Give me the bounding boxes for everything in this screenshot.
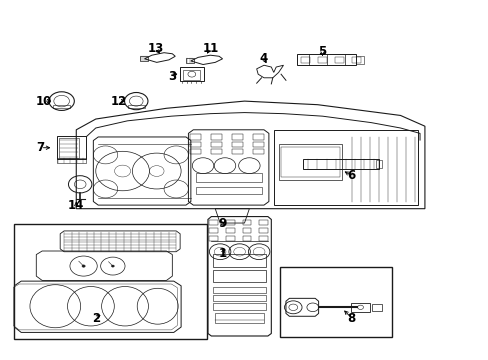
Bar bbox=[212, 270, 266, 282]
Bar bbox=[334, 57, 343, 63]
Bar bbox=[242, 236, 251, 241]
Text: 1: 1 bbox=[218, 247, 226, 260]
Bar bbox=[225, 220, 234, 225]
Bar bbox=[53, 105, 70, 108]
Bar bbox=[375, 160, 381, 168]
Bar bbox=[253, 134, 264, 140]
Text: 2: 2 bbox=[92, 311, 100, 325]
Text: 8: 8 bbox=[347, 311, 355, 325]
Bar bbox=[128, 105, 144, 108]
Bar bbox=[232, 149, 243, 154]
Bar bbox=[351, 57, 360, 63]
Bar bbox=[225, 236, 234, 241]
Text: 9: 9 bbox=[218, 217, 226, 230]
Bar bbox=[189, 149, 200, 154]
Bar bbox=[57, 136, 86, 159]
Bar bbox=[297, 54, 355, 65]
Bar bbox=[303, 159, 378, 169]
Text: 5: 5 bbox=[318, 45, 326, 58]
Bar bbox=[281, 147, 339, 177]
Bar bbox=[232, 141, 243, 147]
Bar bbox=[211, 141, 221, 147]
Bar bbox=[209, 228, 218, 233]
Bar bbox=[209, 220, 218, 225]
Bar bbox=[57, 158, 86, 163]
Bar bbox=[242, 220, 251, 225]
Bar bbox=[59, 138, 79, 158]
Text: 11: 11 bbox=[202, 41, 218, 54]
Bar bbox=[209, 236, 218, 241]
Bar bbox=[212, 295, 266, 301]
Bar bbox=[279, 267, 391, 337]
Bar bbox=[183, 69, 200, 80]
Bar bbox=[195, 173, 261, 182]
Bar bbox=[253, 141, 264, 147]
Text: 3: 3 bbox=[168, 69, 176, 82]
Bar bbox=[189, 134, 200, 140]
Bar bbox=[371, 304, 381, 311]
Text: 12: 12 bbox=[110, 95, 126, 108]
Text: 7: 7 bbox=[37, 141, 44, 154]
Bar bbox=[185, 58, 193, 63]
Text: 4: 4 bbox=[259, 52, 267, 65]
Bar bbox=[140, 56, 148, 61]
Bar bbox=[211, 134, 221, 140]
Bar bbox=[211, 149, 221, 154]
Bar bbox=[301, 57, 309, 63]
Bar bbox=[350, 303, 369, 312]
Bar bbox=[259, 228, 267, 233]
Text: 14: 14 bbox=[68, 199, 84, 212]
Bar bbox=[212, 303, 266, 310]
Bar bbox=[317, 57, 326, 63]
Bar bbox=[278, 144, 341, 180]
Bar bbox=[259, 220, 267, 225]
Bar bbox=[195, 187, 261, 194]
Bar bbox=[225, 228, 234, 233]
Text: 6: 6 bbox=[347, 169, 355, 182]
Bar bbox=[212, 287, 266, 293]
Bar bbox=[212, 254, 266, 267]
Circle shape bbox=[111, 265, 114, 267]
Bar bbox=[253, 149, 264, 154]
Bar bbox=[259, 236, 267, 241]
Bar bbox=[14, 224, 206, 338]
Circle shape bbox=[82, 265, 85, 267]
Bar bbox=[232, 134, 243, 140]
Bar bbox=[189, 141, 200, 147]
Bar bbox=[180, 67, 203, 81]
Bar bbox=[215, 314, 264, 323]
Bar bbox=[355, 56, 364, 64]
Text: 13: 13 bbox=[147, 41, 163, 54]
Text: 10: 10 bbox=[36, 95, 52, 108]
Bar bbox=[242, 228, 251, 233]
